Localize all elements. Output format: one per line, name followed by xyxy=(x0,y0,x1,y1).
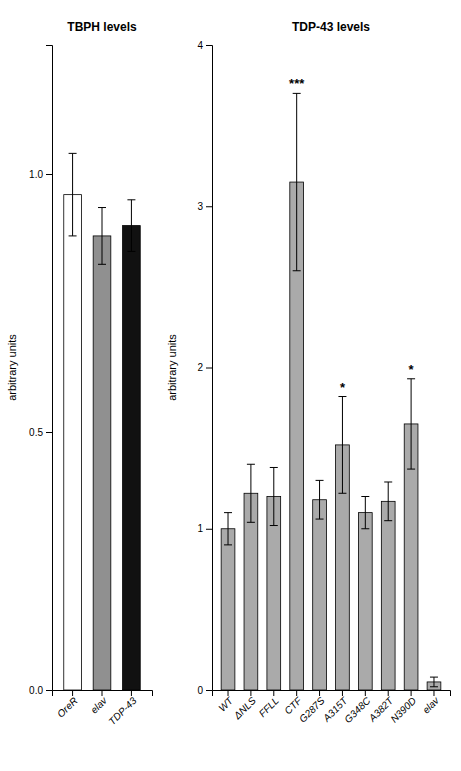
x-tick-label: elav xyxy=(420,694,441,715)
plot-area xyxy=(64,153,140,690)
error-bar xyxy=(224,513,232,545)
x-tick-mark xyxy=(388,690,389,696)
x-axis: OreR elavTDP-43 xyxy=(53,690,153,727)
x-tick: N390D xyxy=(388,690,418,725)
x-tick: elav xyxy=(88,690,109,716)
error-bar xyxy=(247,464,255,522)
y-axis-title: arbitrary units xyxy=(6,334,18,401)
error-bar xyxy=(127,200,135,252)
error-bar xyxy=(69,153,77,236)
x-tick-label: OreR xyxy=(55,695,80,720)
error-bar xyxy=(270,467,278,525)
error-bar xyxy=(338,397,346,494)
bar xyxy=(93,236,111,690)
x-tick-label: elav xyxy=(88,694,109,715)
error-bar xyxy=(384,482,392,521)
x-tick-label: TDP-43 xyxy=(106,695,138,727)
y-tick-mark xyxy=(206,690,212,691)
error-bar xyxy=(407,379,415,469)
chart-title: TBPH levels xyxy=(67,20,137,34)
y-axis: 0.0 0.5 1.0 xyxy=(29,46,52,696)
bar xyxy=(64,195,82,690)
x-axis-line xyxy=(53,691,153,697)
error-bar xyxy=(316,480,324,519)
plot-area xyxy=(221,93,441,690)
y-tick: 0.0 xyxy=(29,685,52,696)
x-tick-mark xyxy=(273,690,274,696)
significance-marker: *** xyxy=(289,76,305,91)
x-tick: OreR xyxy=(55,690,80,720)
y-tick-mark xyxy=(206,206,212,207)
error-bar xyxy=(293,93,301,270)
bar xyxy=(221,529,235,690)
bar xyxy=(313,500,327,690)
error-bar xyxy=(430,677,438,687)
y-tick-label: 0.5 xyxy=(29,427,43,438)
y-tick: 1 xyxy=(197,523,212,534)
y-tick-label: 2 xyxy=(197,362,203,373)
x-tick-label: ΔNLS xyxy=(231,695,258,722)
y-tick-label: 3 xyxy=(197,201,203,212)
y-tick: 0 xyxy=(197,685,212,696)
error-bar xyxy=(361,497,369,529)
y-tick-label: 0 xyxy=(197,685,203,696)
x-tick: FFLL xyxy=(257,690,281,719)
x-axis: WTΔNLSFFLLCTFG287SA315TG348CA382TN390Del… xyxy=(213,690,451,725)
x-tick-label: FFLL xyxy=(257,695,281,719)
y-tick: 0.5 xyxy=(29,427,52,438)
y-axis-line xyxy=(206,46,213,691)
x-axis-line xyxy=(213,691,451,697)
x-tick-mark xyxy=(365,690,366,696)
y-tick-label: 1.0 xyxy=(29,169,43,180)
bar xyxy=(123,226,141,690)
y-tick-mark xyxy=(46,174,52,175)
x-tick-mark xyxy=(102,690,103,696)
chart-title: TDP-43 levels xyxy=(292,20,370,34)
y-tick-label: 4 xyxy=(197,40,203,51)
x-tick-mark xyxy=(319,690,320,696)
x-tick: TDP-43 xyxy=(106,690,138,727)
bar xyxy=(381,501,395,690)
x-tick-mark xyxy=(296,690,297,696)
y-tick-mark xyxy=(46,432,52,433)
x-tick-mark xyxy=(411,690,412,696)
error-bar xyxy=(98,208,106,265)
x-tick-mark xyxy=(131,690,132,696)
x-tick: G287S xyxy=(297,690,327,725)
x-tick-mark xyxy=(250,690,251,696)
x-tick-label: G287S xyxy=(297,695,327,725)
x-tick-label: N390D xyxy=(388,695,418,725)
y-tick-mark xyxy=(206,368,212,369)
significance-marker: * xyxy=(409,362,415,377)
x-tick-label: WT xyxy=(216,694,235,713)
y-axis: 0 1 2 3 4 xyxy=(197,40,212,696)
y-axis-title: arbitrary units xyxy=(166,334,178,401)
x-tick: elav xyxy=(420,690,441,716)
x-tick: G348C xyxy=(342,690,373,725)
y-tick-mark xyxy=(206,45,212,46)
y-tick-label: 1 xyxy=(197,523,203,534)
y-tick: 3 xyxy=(197,201,212,212)
x-tick: WT xyxy=(216,690,235,714)
x-tick-mark xyxy=(72,690,73,696)
y-tick-label: 0.0 xyxy=(29,685,43,696)
bar-chart: 0.0 0.5 1.0 OreR elavTDP-43 TBPH levels arbitr… xyxy=(6,20,153,727)
x-tick-mark xyxy=(433,690,434,696)
y-tick-mark xyxy=(46,690,52,691)
x-tick-mark xyxy=(228,690,229,696)
y-tick: 2 xyxy=(197,362,212,373)
bar-chart: 0 1 2 3 4 WTΔNLSFFLLCTFG287SA315TG348CA382TN3… xyxy=(166,20,451,725)
significance-marker: * xyxy=(340,380,346,395)
x-tick-label: G348C xyxy=(342,694,373,725)
y-tick-mark xyxy=(206,529,212,530)
x-tick-mark xyxy=(342,690,343,696)
y-tick: 1.0 xyxy=(29,169,52,180)
y-tick: 4 xyxy=(197,40,212,51)
bar xyxy=(358,513,372,690)
x-tick: ΔNLS xyxy=(231,690,258,722)
y-axis-line xyxy=(46,46,53,691)
figure: 0.00.51.0OreRelavTDP-43TBPH levelsarbitr… xyxy=(0,0,461,771)
